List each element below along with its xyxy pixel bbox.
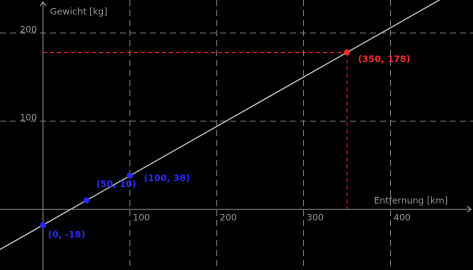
- x-axis-label: Entfernung [km]: [374, 197, 448, 207]
- trend-extension: [346, 0, 441, 53]
- point-label: (50, 10): [96, 180, 136, 190]
- y-tick-label: 200: [20, 26, 37, 36]
- x-tick-label: 300: [307, 214, 324, 224]
- point: [83, 197, 90, 204]
- point: [126, 172, 133, 179]
- x-tick-label: 200: [220, 214, 237, 224]
- y-tick-label: 100: [20, 114, 37, 124]
- y-axis-label: Gewicht [kg]: [50, 8, 107, 18]
- x-tick-label: 400: [393, 214, 410, 224]
- point: [40, 222, 46, 229]
- point-label: (0, -18): [48, 231, 85, 241]
- point-label: (350, 178): [358, 55, 410, 65]
- y-axis-arrow: [39, 1, 47, 7]
- trend-line: [42, 51, 348, 226]
- point-label: (100, 38): [144, 174, 190, 184]
- point: [344, 49, 351, 56]
- trend-extension: [0, 224, 44, 251]
- x-axis-arrow: [466, 205, 472, 213]
- x-tick-label: 100: [133, 214, 150, 224]
